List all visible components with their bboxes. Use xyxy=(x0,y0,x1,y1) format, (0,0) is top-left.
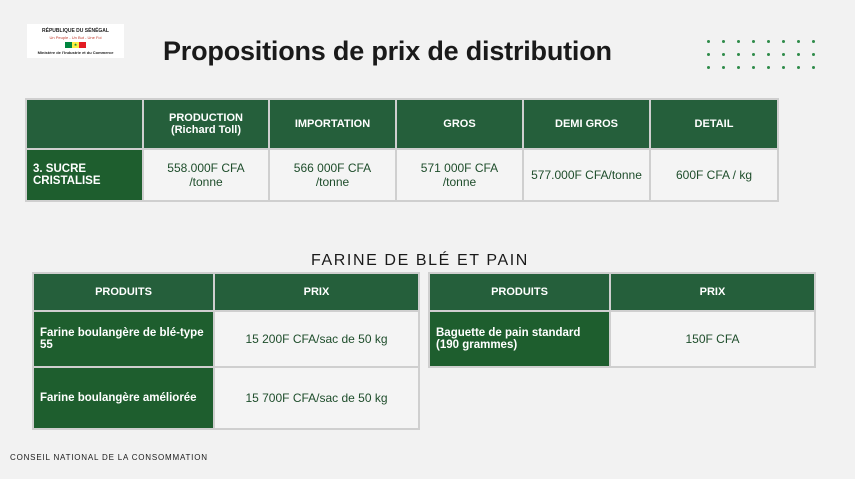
table-header-row: PRODUCTION (Richard Toll) IMPORTATION GR… xyxy=(25,98,779,150)
table-header-detail: DETAIL xyxy=(649,98,779,150)
bread-price-table: PRODUITS PRIX Baguette de pain standard … xyxy=(428,272,816,368)
table-header-produits: PRODUITS xyxy=(32,272,215,312)
logo-ministry: Ministère de l'Industrie et du Commerce xyxy=(37,49,114,55)
production-header-line2: (Richard Toll) xyxy=(170,124,242,136)
table-header-produits: PRODUITS xyxy=(428,272,611,312)
table-header-importation: IMPORTATION xyxy=(268,98,397,150)
product-name: Baguette de pain standard (190 grammes) xyxy=(428,310,611,368)
product-price: 150F CFA xyxy=(609,310,816,368)
table-header-row: PRODUITS PRIX xyxy=(428,272,816,312)
cell-detail: 600F CFA / kg xyxy=(649,148,779,202)
table-header-empty xyxy=(25,98,144,150)
decorative-dots xyxy=(707,40,818,69)
sugar-price-table: PRODUCTION (Richard Toll) IMPORTATION GR… xyxy=(25,98,779,202)
cell-gros: 571 000F CFA /tonne xyxy=(395,148,524,202)
table-row: Farine boulangère de blé-type 55 15 200F… xyxy=(32,310,420,368)
table-header-row: PRODUITS PRIX xyxy=(32,272,420,312)
cell-demi-gros: 577.000F CFA/tonne xyxy=(522,148,651,202)
table-header-prix: PRIX xyxy=(213,272,420,312)
table-header-demi-gros: DEMI GROS xyxy=(522,98,651,150)
footer-organization: CONSEIL NATIONAL DE LA CONSOMMATION xyxy=(10,453,208,462)
production-header-line1: PRODUCTION xyxy=(169,112,243,124)
product-name: Farine boulangère de blé-type 55 xyxy=(32,310,215,368)
page-title: Propositions de prix de distribution xyxy=(163,36,612,66)
product-price: 15 200F CFA/sac de 50 kg xyxy=(213,310,420,368)
table-header-prix: PRIX xyxy=(609,272,816,312)
logo-motto: Un Peuple - Un But - Une Foi xyxy=(49,34,102,40)
table-row: Baguette de pain standard (190 grammes) … xyxy=(428,310,816,368)
row-label-sucre: 3. SUCRE CRISTALISE xyxy=(25,148,144,202)
flour-price-table: PRODUITS PRIX Farine boulangère de blé-t… xyxy=(32,272,420,430)
product-name: Farine boulangère améliorée xyxy=(32,366,215,430)
senegal-flag-icon: ★ xyxy=(64,41,87,48)
cell-importation: 566 000F CFA /tonne xyxy=(268,148,397,202)
logo-country: RÉPUBLIQUE DU SÉNÉGAL xyxy=(42,27,109,34)
cell-production: 558.000F CFA /tonne xyxy=(142,148,270,202)
table-row: 3. SUCRE CRISTALISE 558.000F CFA /tonne … xyxy=(25,148,779,202)
table-header-production: PRODUCTION (Richard Toll) xyxy=(142,98,270,150)
logo: RÉPUBLIQUE DU SÉNÉGAL Un Peuple - Un But… xyxy=(27,24,124,58)
table-row: Farine boulangère améliorée 15 700F CFA/… xyxy=(32,366,420,430)
section-title: FARINE DE BLÉ ET PAIN xyxy=(311,252,529,269)
table-header-gros: GROS xyxy=(395,98,524,150)
product-price: 15 700F CFA/sac de 50 kg xyxy=(213,366,420,430)
